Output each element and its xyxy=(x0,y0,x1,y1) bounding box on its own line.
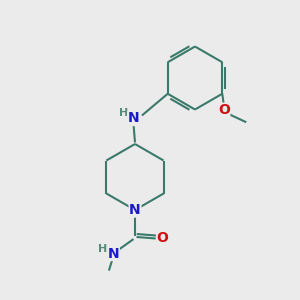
Text: O: O xyxy=(157,232,169,245)
Text: O: O xyxy=(218,103,230,117)
Text: N: N xyxy=(129,203,141,217)
Text: H: H xyxy=(119,107,128,118)
Text: N: N xyxy=(128,112,139,125)
Text: N: N xyxy=(108,247,119,260)
Text: H: H xyxy=(98,244,107,254)
